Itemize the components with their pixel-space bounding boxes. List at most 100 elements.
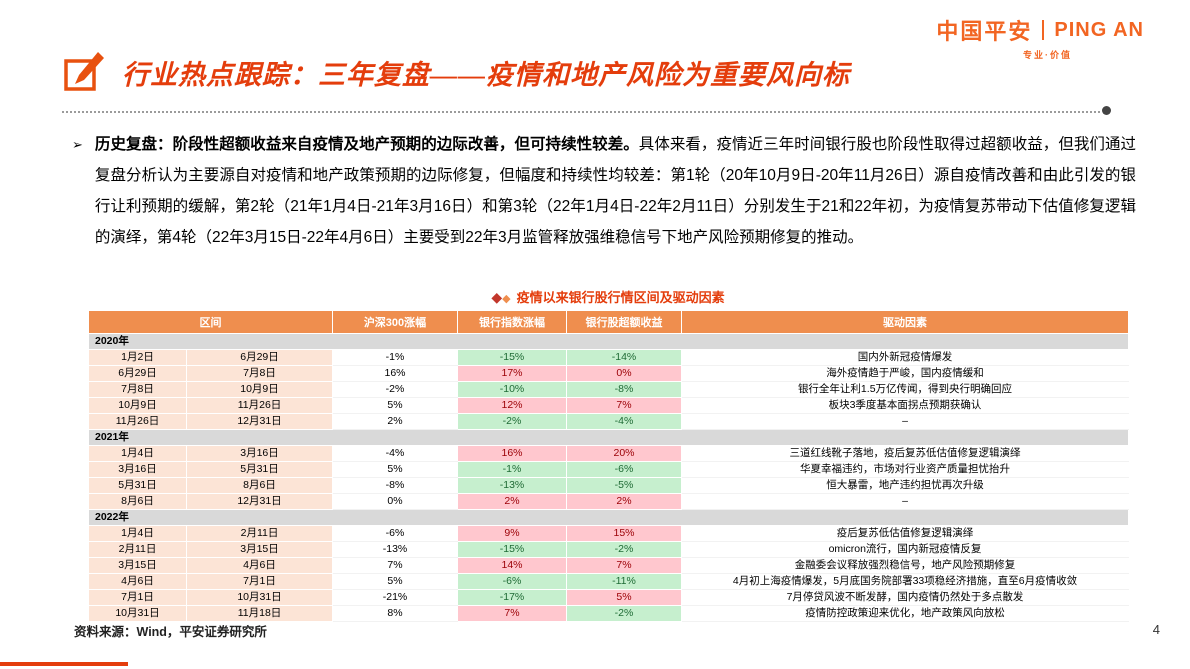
range-end-cell: 6月29日 [186,349,333,366]
driver-cell: – [681,413,1129,430]
col-header-driver: 驱动因素 [681,310,1129,334]
range-end-cell: 12月31日 [186,493,333,510]
slide-title-row: 行业热点跟踪：三年复盘——疫情和地产风险为重要风向标 [62,50,850,94]
arrow-bullet-icon: ➢ [72,137,83,152]
col-header-range: 区间 [88,310,333,334]
page-number: 4 [1152,622,1160,637]
driver-cell: 板块3季度基本面拐点预期获确认 [681,397,1129,414]
year-section-row: 2020年 [88,333,1129,350]
table-row: 2月11日 3月15日 -13% -15% -2% omicron流行，国内新冠疫情反复 [88,541,1129,558]
hs300-change-cell: 5% [332,461,458,478]
range-end-cell: 11月18日 [186,605,333,622]
covid-table-body: 2020年 1月2日 6月29日 -1% -15% -14% 国内外新冠疫情爆发 6月29日 7… [88,333,1129,622]
year-label: 2021年 [88,429,1129,446]
table-row: 4月6日 7月1日 5% -6% -11% 4月初上海疫情爆发，5月底国务院部署33项稳经… [88,573,1129,590]
driver-cell: 疫后复苏低估值修复逻辑演绎 [681,525,1129,542]
table-row: 7月8日 10月9日 -2% -10% -8% 银行全年让利1.5万亿传闻，得到央行明确回… [88,381,1129,398]
range-start-cell: 1月4日 [88,445,187,462]
bank-index-change-cell: -1% [457,461,567,478]
hs300-change-cell: -4% [332,445,458,462]
range-start-cell: 8月6日 [88,493,187,510]
hs300-change-cell: 2% [332,413,458,430]
bank-index-change-cell: -15% [457,541,567,558]
bank-index-change-cell: 16% [457,445,567,462]
hs300-change-cell: -1% [332,349,458,366]
bank-excess-return-cell: -2% [566,605,682,622]
hs300-change-cell: 7% [332,557,458,574]
bank-excess-return-cell: -8% [566,381,682,398]
range-start-cell: 3月16日 [88,461,187,478]
hs300-change-cell: -2% [332,381,458,398]
summary-lead: 历史复盘：阶段性超额收益来自疫情及地产预期的边际改善，但可持续性较差。 [94,136,639,153]
driver-cell: 4月初上海疫情爆发，5月底国务院部署33项稳经济措施，直至6月疫情收敛 [681,573,1129,590]
table-row: 3月16日 5月31日 5% -1% -6% 华夏幸福违约，市场对行业资产质量担忧抬升 [88,461,1129,478]
bank-index-change-cell: 9% [457,525,567,542]
range-start-cell: 4月6日 [88,573,187,590]
range-start-cell: 11月26日 [88,413,187,430]
driver-cell: – [681,493,1129,510]
bank-excess-return-cell: -11% [566,573,682,590]
range-start-cell: 7月8日 [88,381,187,398]
driver-cell: 疫情防控政策迎来优化，地产政策风向放松 [681,605,1129,622]
caption-diamond-icon: ◆ [491,289,503,305]
range-start-cell: 10月31日 [88,605,187,622]
table-caption-text: 疫情以来银行股行情区间及驱动因素 [516,290,725,305]
col-header-hs300: 沪深300涨幅 [332,310,458,334]
col-header-excess-return: 银行股超额收益 [566,310,682,334]
year-label: 2020年 [88,333,1129,350]
driver-cell: 银行全年让利1.5万亿传闻，得到央行明确回应 [681,381,1129,398]
bank-index-change-cell: -17% [457,589,567,606]
bank-excess-return-cell: 15% [566,525,682,542]
hs300-change-cell: 5% [332,397,458,414]
range-end-cell: 11月26日 [186,397,333,414]
data-source-note: 资料来源：Wind，平安证券研究所 [74,625,267,639]
range-start-cell: 5月31日 [88,477,187,494]
bank-index-change-cell: 14% [457,557,567,574]
range-start-cell: 10月9日 [88,397,187,414]
range-end-cell: 7月1日 [186,573,333,590]
dotted-divider [62,111,1100,113]
table-row: 5月31日 8月6日 -8% -13% -5% 恒大暴雷，地产违约担忧再次升级 [88,477,1129,494]
range-end-cell: 8月6日 [186,477,333,494]
bank-excess-return-cell: -6% [566,461,682,478]
year-section-row: 2021年 [88,429,1129,446]
range-end-cell: 2月11日 [186,525,333,542]
bank-excess-return-cell: 7% [566,397,682,414]
driver-cell: 海外疫情趋于严峻，国内疫情缓和 [681,365,1129,382]
range-start-cell: 6月29日 [88,365,187,382]
range-end-cell: 3月15日 [186,541,333,558]
bank-index-change-cell: -2% [457,413,567,430]
bank-index-change-cell: 7% [457,605,567,622]
table-row: 6月29日 7月8日 16% 17% 0% 海外疫情趋于严峻，国内疫情缓和 [88,365,1129,382]
range-start-cell: 1月2日 [88,349,187,366]
table-row: 7月1日 10月31日 -21% -17% 5% 7月停贷风波不断发酵，国内疫情仍然处于多… [88,589,1129,606]
hs300-change-cell: 0% [332,493,458,510]
range-start-cell: 3月15日 [88,557,187,574]
bank-excess-return-cell: -14% [566,349,682,366]
table-row: 1月4日 2月11日 -6% 9% 15% 疫后复苏低估值修复逻辑演绎 [88,525,1129,542]
year-label: 2022年 [88,509,1129,526]
bank-excess-return-cell: 5% [566,589,682,606]
hs300-change-cell: 16% [332,365,458,382]
hs300-change-cell: -6% [332,525,458,542]
driver-cell: omicron流行，国内新冠疫情反复 [681,541,1129,558]
pingan-logo: 中国平安 PING AN 专业·价值 [936,14,1144,61]
range-end-cell: 3月16日 [186,445,333,462]
range-start-cell: 1月4日 [88,525,187,542]
table-row: 11月26日 12月31日 2% -2% -4% – [88,413,1129,430]
hs300-change-cell: 8% [332,605,458,622]
bank-excess-return-cell: 0% [566,365,682,382]
col-header-bank-index: 银行指数涨幅 [457,310,567,334]
logo-divider [1042,20,1045,40]
table-row: 8月6日 12月31日 0% 2% 2% – [88,493,1129,510]
bank-excess-return-cell: -5% [566,477,682,494]
pencil-square-icon [62,50,106,94]
bank-index-change-cell: -13% [457,477,567,494]
range-end-cell: 5月31日 [186,461,333,478]
driver-cell: 华夏幸福违约，市场对行业资产质量担忧抬升 [681,461,1129,478]
bank-excess-return-cell: 2% [566,493,682,510]
table-row: 10月9日 11月26日 5% 12% 7% 板块3季度基本面拐点预期获确认 [88,397,1129,414]
logo-en-text: PING AN [1054,18,1144,41]
table-header-row: 区间 沪深300涨幅 银行指数涨幅 银行股超额收益 驱动因素 [88,310,1129,334]
hs300-change-cell: -21% [332,589,458,606]
